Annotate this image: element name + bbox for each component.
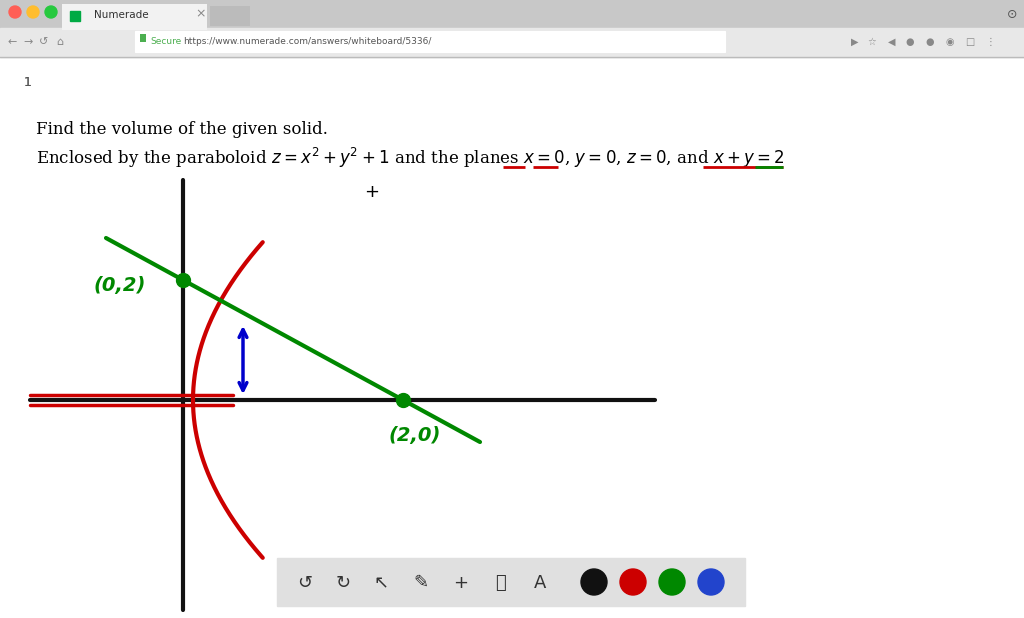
Text: ◀: ◀: [888, 37, 896, 47]
Circle shape: [698, 569, 724, 595]
Text: (2,0): (2,0): [389, 426, 441, 444]
Text: +: +: [365, 183, 380, 201]
Circle shape: [620, 569, 646, 595]
Text: →: →: [24, 37, 33, 47]
Text: ✎: ✎: [414, 574, 429, 592]
Text: ◉: ◉: [946, 37, 954, 47]
Bar: [62, 4, 207, 30]
Bar: [278, 558, 745, 606]
Text: Find the volume of the given solid.: Find the volume of the given solid.: [36, 122, 328, 138]
Text: ⌂: ⌂: [56, 37, 63, 47]
Bar: [210, 6, 250, 26]
Bar: [0, 0, 1024, 57]
Text: ↻: ↻: [336, 574, 350, 592]
Text: □: □: [966, 37, 975, 47]
Text: Enclosed by the paraboloid $z = x^2 + y^2 + 1$ and the planes $x = 0$, $y = 0$, : Enclosed by the paraboloid $z = x^2 + y^…: [36, 146, 784, 170]
Text: ←: ←: [7, 37, 16, 47]
Text: A: A: [534, 574, 546, 592]
Circle shape: [581, 569, 607, 595]
Text: ●: ●: [906, 37, 914, 47]
Text: https://www.numerade.com/answers/whiteboard/5336/: https://www.numerade.com/answers/whitebo…: [183, 38, 431, 46]
Circle shape: [45, 6, 57, 18]
Text: ☆: ☆: [867, 37, 877, 47]
Circle shape: [27, 6, 39, 18]
Text: ↖: ↖: [374, 574, 388, 592]
Text: ⟋: ⟋: [495, 574, 506, 592]
Text: ×: ×: [195, 7, 206, 20]
Text: ▶: ▶: [851, 37, 859, 47]
Text: ⊙: ⊙: [1007, 7, 1017, 20]
Circle shape: [9, 6, 22, 18]
Bar: [70, 11, 80, 21]
Text: Numerade: Numerade: [94, 10, 148, 20]
Text: 1: 1: [24, 75, 32, 88]
Text: (0,2): (0,2): [94, 276, 146, 295]
Text: ↺: ↺: [39, 37, 49, 47]
Bar: [0, 28, 1024, 57]
Bar: [135, 31, 725, 52]
Bar: [140, 34, 146, 42]
Text: 1: 1: [24, 75, 32, 88]
Text: ⋮: ⋮: [985, 37, 995, 47]
Bar: [0, 0, 1024, 28]
Text: +: +: [454, 574, 469, 592]
Text: Secure: Secure: [150, 38, 181, 46]
Text: ●: ●: [926, 37, 934, 47]
Circle shape: [659, 569, 685, 595]
Bar: [18, 74, 38, 90]
Text: ↺: ↺: [297, 574, 312, 592]
